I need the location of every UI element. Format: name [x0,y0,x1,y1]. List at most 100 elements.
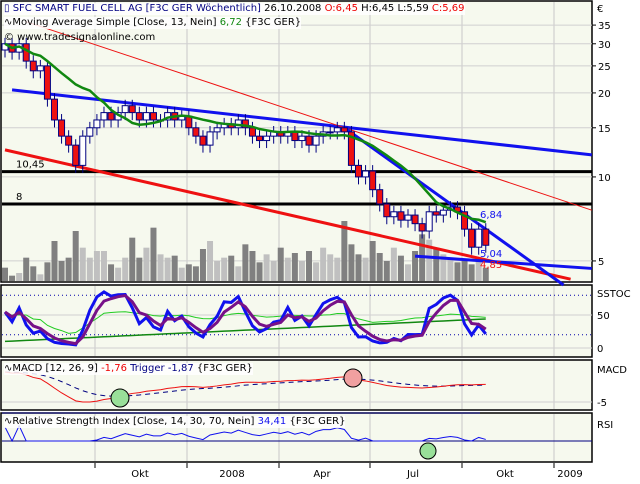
volume-bar [454,262,461,281]
trendline [26,21,592,211]
candle-body [241,119,249,129]
horizontal-line-label: 10,45 [16,160,45,171]
volume-bar [376,253,383,281]
candle-body [432,211,440,216]
candle-body [439,209,447,216]
volume-bar [221,257,228,281]
y-tick-label: 25 [598,62,611,73]
copyright: © www.tradesignalonline.com [4,32,156,43]
low-value: L:5,59 [397,3,429,14]
candle-body [72,144,80,166]
volume-bar [214,261,221,281]
candle-body [397,211,405,221]
volume-bar [475,257,482,281]
symbol-title: SFC SMART FUEL CELL AG [F3C GER Wöchentl… [12,3,261,14]
candle-body [376,189,384,205]
candle-body [468,228,476,248]
sstoch-panel-label: SSTOC [597,289,631,300]
volume-bar [383,261,390,281]
volume-bar [199,249,206,281]
candle-body [418,223,426,232]
volume-bar [65,257,72,281]
volume-bar [178,267,185,281]
candle-body [312,135,320,146]
volume-bar [341,221,348,281]
candle-body [65,135,73,146]
trendline [343,126,565,287]
volume-bar [404,264,411,281]
volume-bar [228,255,235,281]
volume-bar [263,254,270,281]
ma-label: Moving Average Simple [Close, 13, Nein] [12,17,217,28]
candle-body [213,127,221,133]
volume-bar [79,247,86,281]
y-tick-label: 35 [598,21,611,32]
rsi-value: 34,41 [257,416,287,427]
price-legend: ▯ SFC SMART FUEL CELL AG [F3C GER Wöchen… [4,3,465,15]
ma-symbol: {F3C GER} [245,17,302,28]
candle-body [58,119,66,137]
candle-body [100,112,108,121]
volume-bar [108,264,115,281]
rsi-label: Relative Strength Index [Close, 14, 30, … [12,416,255,427]
stoch-d-line [4,293,487,346]
trendline [11,88,592,157]
ma-legend: ∿Moving Average Simple [Close, 13, Nein]… [4,17,302,29]
volume-bar [93,251,100,281]
volume-bar [327,254,334,281]
rsi-legend: ∿Relative Strength Index [Close, 14, 30,… [4,416,346,428]
candle-body [482,228,490,246]
volume-bar [235,266,242,281]
macd-label: MACD [12, 26, 9] [12,363,98,374]
volume-bar [334,257,341,281]
macd-panel-label: MACD [597,365,627,376]
volume-bar [284,257,291,281]
candle-body [362,170,370,178]
volume-bar [185,264,192,281]
x-tick-label: Apr [313,469,331,480]
currency-label: € [597,4,603,15]
macd-cross-marker [343,368,363,388]
candle-body [29,60,37,72]
sstoch-tick-label: 0 [597,344,603,355]
volume-bar [249,251,256,281]
trigger-value: -1,87 [167,363,194,374]
volume-bar [362,257,369,281]
candle-body [383,203,391,218]
x-tick-label: 2008 [219,469,244,480]
y-tick-label: 30 [598,40,611,51]
ma-value: 6,72 [219,17,242,28]
volume-bar [256,262,263,281]
y-tick-label: 15 [598,124,611,135]
volume-bar [100,251,107,281]
horizontal-line-label: 8 [16,192,22,203]
candle-body [263,135,271,142]
x-tick-label: Jul [406,469,419,480]
x-tick-label: Okt [496,469,514,480]
rsi-marker [419,442,437,460]
volume-bar [482,267,489,281]
candle-body [425,211,433,232]
volume-bar [270,261,277,281]
date: 26.10.2008 [264,3,322,14]
macd-tick-label: -5 [597,398,607,409]
candle-body [43,65,51,100]
stoch-k-line [3,290,487,347]
candle-body [50,98,58,121]
candle-body [369,170,377,191]
candle-body [121,105,129,114]
sstoch-tick-label: 50 [597,311,610,322]
volume-bar [44,262,51,281]
volume-bar [468,264,475,281]
volume-bar [171,255,178,281]
volume-bar [30,266,37,281]
x-tick-label: Okt [131,469,149,480]
rsi-line [4,424,486,443]
volume-bar [291,253,298,281]
volume-bar [16,273,23,281]
volume-bar [461,261,468,281]
volume-bar [37,274,44,281]
indicator-icon: ∿ [4,17,13,28]
